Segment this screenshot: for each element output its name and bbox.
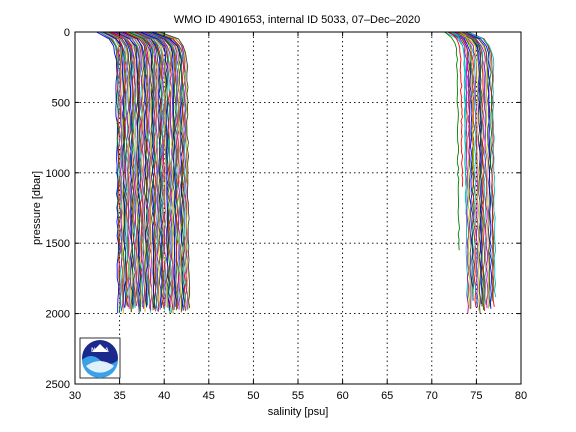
salinity-profile-line [458,31,486,312]
salinity-profile-line [150,31,181,310]
salinity-profile-line [450,31,474,301]
y-tick-label: 1000 [46,168,70,180]
salinity-profile-line [108,31,133,313]
salinity-profile-line [450,31,468,215]
x-tick-label: 80 [515,390,527,402]
x-tick-label: 30 [69,390,81,402]
salinity-profile-line [123,31,151,309]
salinity-profile-line [119,31,145,309]
x-tick-label: 45 [203,390,215,402]
salinity-profile-line [127,31,155,310]
salinity-profile-line [116,31,143,308]
salinity-profile-line [444,31,460,251]
salinity-profile-line [458,31,482,314]
salinity-profile-line [465,31,483,307]
x-tick-label: 50 [247,390,259,402]
salinity-profile-line [119,31,142,311]
x-tick-label: 70 [426,390,438,402]
salinity-profile-line [104,31,125,314]
salinity-profile-line [149,31,180,306]
salinity-profile-line [146,31,178,311]
salinity-profile-line [153,31,185,308]
salinity-profile-line [127,31,151,313]
plot-series [96,31,497,314]
salinity-profile-line [127,31,153,311]
salinity-profile-line [462,31,490,309]
salinity-profile-line [112,31,137,308]
salinity-profile-line [451,31,478,306]
salinity-profile-line [467,31,497,298]
salinity-profile-line [124,31,148,308]
y-tick-label: 500 [52,97,70,109]
salinity-profile-line [114,31,139,307]
x-axis-label: salinity [psu] [268,406,329,418]
salinity-profile-line [447,31,470,314]
x-tick-label: 40 [158,390,170,402]
salinity-profile-line [104,31,129,308]
salinity-profile-line [458,31,487,305]
x-tick-label: 75 [470,390,482,402]
salinity-profile-line [447,31,472,309]
salinity-profile-line [96,31,120,314]
x-tick-label: 65 [381,390,393,402]
salinity-profile-line [468,31,495,307]
salinity-profile-line [140,31,170,311]
salinity-profile-line [114,31,135,310]
salinity-profile-line [121,31,146,312]
salinity-profile-line [455,31,471,159]
salinity-profile-line [449,31,464,187]
salinity-profile-line [112,31,138,307]
salinity-profile-line [103,31,124,311]
salinity-profile-line [129,31,159,312]
salinity-profile-line [107,31,132,313]
logo-text: NOAA [91,348,109,354]
salinity-profile-line [134,31,162,310]
chart-title: WMO ID 4901653, internal ID 5033, 07–Dec… [174,14,420,26]
x-tick-labels: 30 35 40 45 50 55 60 65 70 75 80 [69,390,527,402]
salinity-profile-line [159,31,191,309]
salinity-profile-line [158,31,188,311]
salinity-profile-line [125,31,149,306]
salinity-profile-line [143,31,174,314]
salinity-profile-line [461,31,491,307]
noaa-logo-icon: NOAA [79,337,121,379]
salinity-profile-line [133,31,160,312]
y-tick-label: 0 [64,27,70,39]
x-tick-label: 35 [113,390,125,402]
salinity-profile-line [111,31,134,309]
salinity-profile-line [148,31,177,307]
y-tick-labels: 0 500 1000 1500 2000 2500 [46,27,70,391]
salinity-profile-line [130,31,157,312]
salinity-profile-line [455,31,481,311]
y-axis-label: pressure [dbar] [31,171,43,245]
salinity-profile-line [152,31,183,312]
salinity-profile-line [121,31,148,308]
salinity-profile-line [156,31,186,312]
salinity-profile-line [134,31,164,306]
salinity-profile-line [103,31,127,308]
salinity-profile-line [142,31,173,313]
salinity-profile-line [467,31,494,302]
y-tick-label: 2000 [46,309,70,321]
salinity-profile-line [99,31,123,312]
salinity-profile-line [134,31,165,310]
salinity-profile-line [454,31,479,308]
salinity-profile-line [114,31,140,314]
x-tick-label: 60 [336,390,348,402]
axis-ticks [74,31,522,385]
salinity-profile-line [464,31,492,309]
salinity-profile-line [459,31,489,309]
y-tick-label: 2500 [46,379,70,391]
salinity-profile-line [459,31,475,173]
salinity-profile-line [155,31,189,311]
y-tick-label: 1500 [46,238,70,250]
x-tick-label: 55 [292,390,304,402]
